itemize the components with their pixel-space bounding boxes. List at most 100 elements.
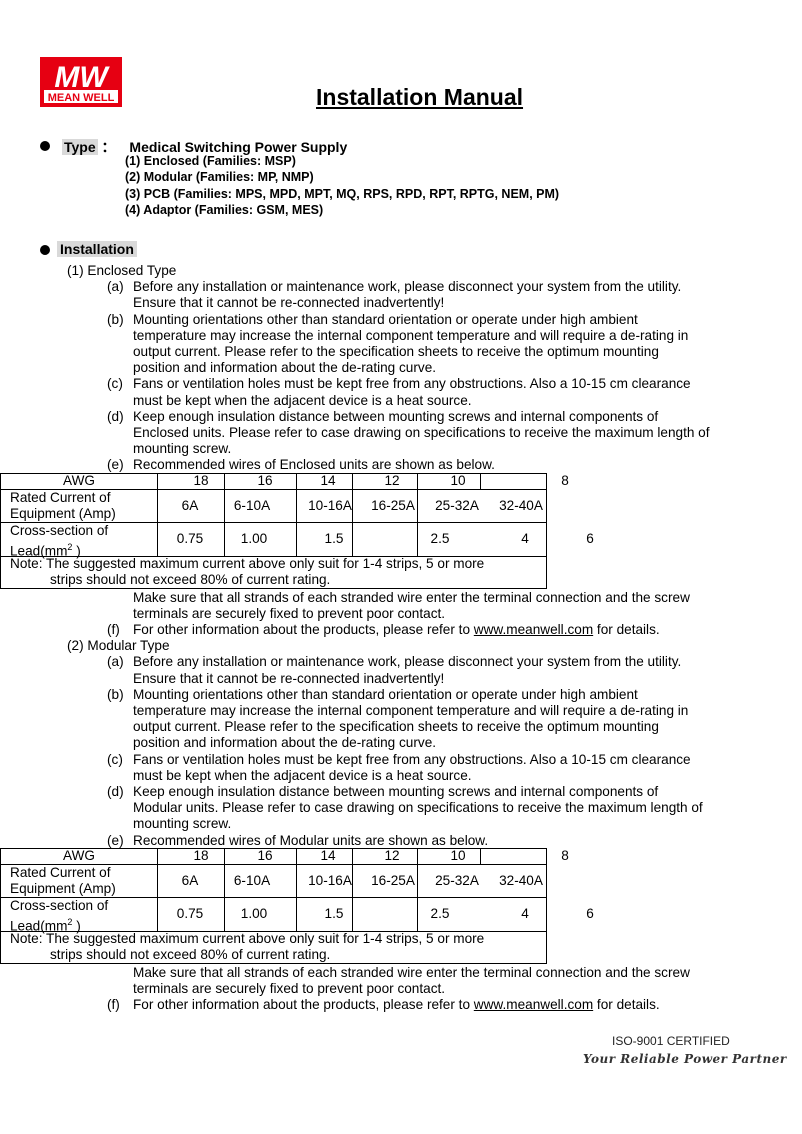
item-text: Fans or ventilation holes must be kept f… [133, 751, 691, 767]
current-header: Equipment (Amp) [10, 880, 116, 896]
current-cell: 32-40A [499, 872, 543, 888]
current-cell: 25-32A [435, 497, 479, 513]
item-text: Fans or ventilation holes must be kept f… [133, 376, 691, 392]
item-text: position and information about the de-ra… [133, 360, 437, 376]
wire-instruction: Make sure that all strands of each stran… [133, 589, 690, 605]
list-item: (a) Before any installation or maintenanc… [0, 279, 802, 311]
table-border [480, 847, 481, 864]
awg-cell: 12 [384, 847, 400, 863]
bullet-icon [40, 245, 50, 255]
item-text: Ensure that it cannot be re-connected in… [133, 295, 445, 311]
table-border [296, 472, 297, 556]
table-note: Note: The suggested maximum current abov… [10, 930, 485, 946]
wire-instruction: terminals are securely fixed to prevent … [133, 605, 446, 621]
item-text: for details. [593, 997, 660, 1013]
installation-body: (1) Enclosed Type (a) Before any installat… [0, 263, 802, 1014]
item-text: output current. Please refer to the spec… [133, 344, 659, 360]
table-border [0, 555, 547, 557]
current-cell: 6A [181, 872, 199, 888]
table-border [417, 847, 418, 931]
current-cell: 16-25A [371, 497, 415, 513]
item-text: Keep enough insulation distance between … [133, 408, 659, 424]
awg-header: AWG [63, 847, 95, 863]
current-header: Rated Current of [10, 489, 111, 505]
item-text: Recommended wires of Enclosed units are … [133, 457, 495, 473]
item-text: Before any installation or maintenance w… [133, 654, 682, 670]
installation-label: Installation [57, 241, 137, 257]
cross-header-text: ) [72, 918, 81, 934]
section-heading: (2) Modular Type [67, 638, 170, 654]
item-text: Ensure that it cannot be re-connected in… [133, 670, 445, 686]
table-border [0, 896, 547, 898]
list-item: (c) Fans or ventilation holes must be kep… [0, 376, 802, 408]
cross-cell: 1.00 [240, 530, 268, 546]
item-label: (c) [107, 751, 123, 767]
item-text: For other information about the products… [133, 997, 474, 1013]
item-text: must be kept when the adjacent device is… [133, 767, 472, 783]
table-note: Note: The suggested maximum current abov… [10, 555, 485, 571]
type-item: (3) PCB (Families: MPS, MPD, MPT, MQ, RP… [125, 187, 560, 201]
list-item: (d) Keep enough insulation distance betwe… [0, 784, 802, 833]
item-label: (b) [107, 686, 124, 702]
awg-cell: 16 [257, 847, 273, 863]
type-separator: ： [101, 139, 116, 155]
item-label: (c) [107, 376, 123, 392]
item-text: Enclosed units. Please refer to case dra… [133, 425, 710, 441]
cross-cell: 1.00 [240, 905, 268, 921]
wire-instruction: Make sure that all strands of each stran… [133, 964, 690, 980]
cross-cell: 2.5 [430, 905, 450, 921]
item-text: must be kept when the adjacent device is… [133, 392, 472, 408]
item-text: Modular units. Please refer to case draw… [133, 800, 703, 816]
table-border [417, 472, 418, 556]
awg-cell: 8 [561, 847, 569, 863]
table-border [0, 587, 547, 589]
wire-instruction: terminals are securely fixed to prevent … [133, 981, 446, 997]
iso-certification: ISO-9001 CERTIFIED [612, 1034, 730, 1048]
table-border [224, 847, 225, 931]
cross-cell: 1.5 [324, 530, 344, 546]
meanwell-link[interactable]: www.meanwell.com [473, 622, 594, 638]
item-text: Keep enough insulation distance between … [133, 784, 659, 800]
item-label: (a) [107, 279, 124, 295]
bullet-icon [40, 141, 50, 151]
installation-heading: Installation [57, 241, 137, 257]
item-label: (d) [107, 784, 124, 800]
awg-cell: 18 [193, 847, 209, 863]
cross-cell: 4 [521, 905, 529, 921]
list-item: (f) For other information about the produ… [0, 997, 802, 1013]
current-cell: 10-16A [308, 497, 352, 513]
current-cell: 25-32A [435, 872, 479, 888]
cross-cell: 4 [521, 530, 529, 546]
cross-header-text: Lead(mm [10, 543, 68, 559]
table-border [0, 521, 547, 523]
wire-table: AWG 18 16 14 12 10 8 Rated Current of Equipment … [0, 847, 802, 965]
list-item: (e) Recommended wires of Modular units ar… [0, 833, 802, 849]
item-text: Recommended wires of Modular units are s… [133, 832, 489, 848]
meanwell-link[interactable]: www.meanwell.com [473, 997, 594, 1013]
list-item: (b) Mounting orientations other than stan… [0, 687, 802, 752]
current-header: Rated Current of [10, 864, 111, 880]
list-item: (c) Fans or ventilation holes must be kep… [0, 752, 802, 784]
item-label: (d) [107, 408, 124, 424]
type-label: Type [62, 139, 98, 155]
item-text: for details. [593, 622, 660, 638]
current-cell: 6-10A [233, 497, 271, 513]
table-border [0, 488, 547, 490]
current-cell: 6A [181, 497, 199, 513]
awg-cell: 10 [450, 847, 466, 863]
cross-header: Cross-section of [10, 522, 109, 538]
type-value: Medical Switching Power Supply [129, 139, 348, 155]
list-item: (e) Recommended wires of Enclosed units a… [0, 457, 802, 473]
mean-well-logo: MW MEAN WELL [40, 57, 122, 107]
list-item: (d) Keep enough insulation distance betwe… [0, 409, 802, 458]
awg-cell: 10 [450, 472, 466, 488]
type-item: (4) Adaptor (Families: GSM, MES) [125, 203, 324, 217]
item-label: (f) [107, 997, 120, 1013]
awg-cell: 14 [320, 847, 336, 863]
table-border [0, 930, 547, 932]
table-border [0, 472, 1, 589]
table-note: strips should not exceed 80% of current … [50, 946, 331, 962]
item-text: For other information about the products… [133, 622, 474, 638]
list-item: (f) For other information about the produ… [0, 622, 802, 638]
table-border [0, 847, 1, 964]
